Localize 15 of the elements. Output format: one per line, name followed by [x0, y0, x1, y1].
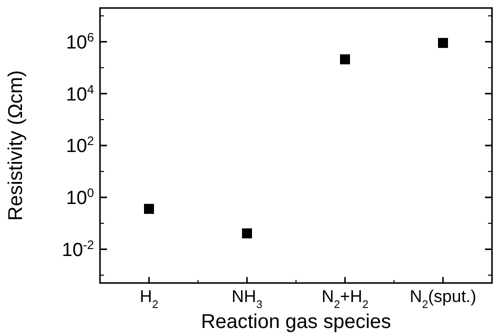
- point: [144, 204, 154, 214]
- y-tick-label: 10$^{-2}$: [62, 238, 94, 261]
- y-tick-label: 10$^{2}$: [66, 134, 94, 158]
- x-tick-label: N$_{2}$+H$_{2}$: [322, 287, 368, 311]
- y-tick-label: 10$^{0}$: [66, 186, 94, 210]
- x-tick-label: N$_{2}$(sput.): [410, 287, 476, 311]
- x-tick-label: H$_{2}$: [140, 287, 158, 311]
- y-axis-title: Resistivity (Ωcm): [5, 70, 27, 221]
- x-tick-label: NH$_{3}$: [232, 287, 262, 311]
- y-tick-label: 10$^{4}$: [66, 82, 94, 106]
- y-tick-label: 10$^{6}$: [66, 30, 94, 54]
- point: [340, 54, 350, 64]
- x-axis-title: Reaction gas species: [200, 311, 392, 333]
- point: [438, 38, 448, 48]
- point: [242, 228, 252, 238]
